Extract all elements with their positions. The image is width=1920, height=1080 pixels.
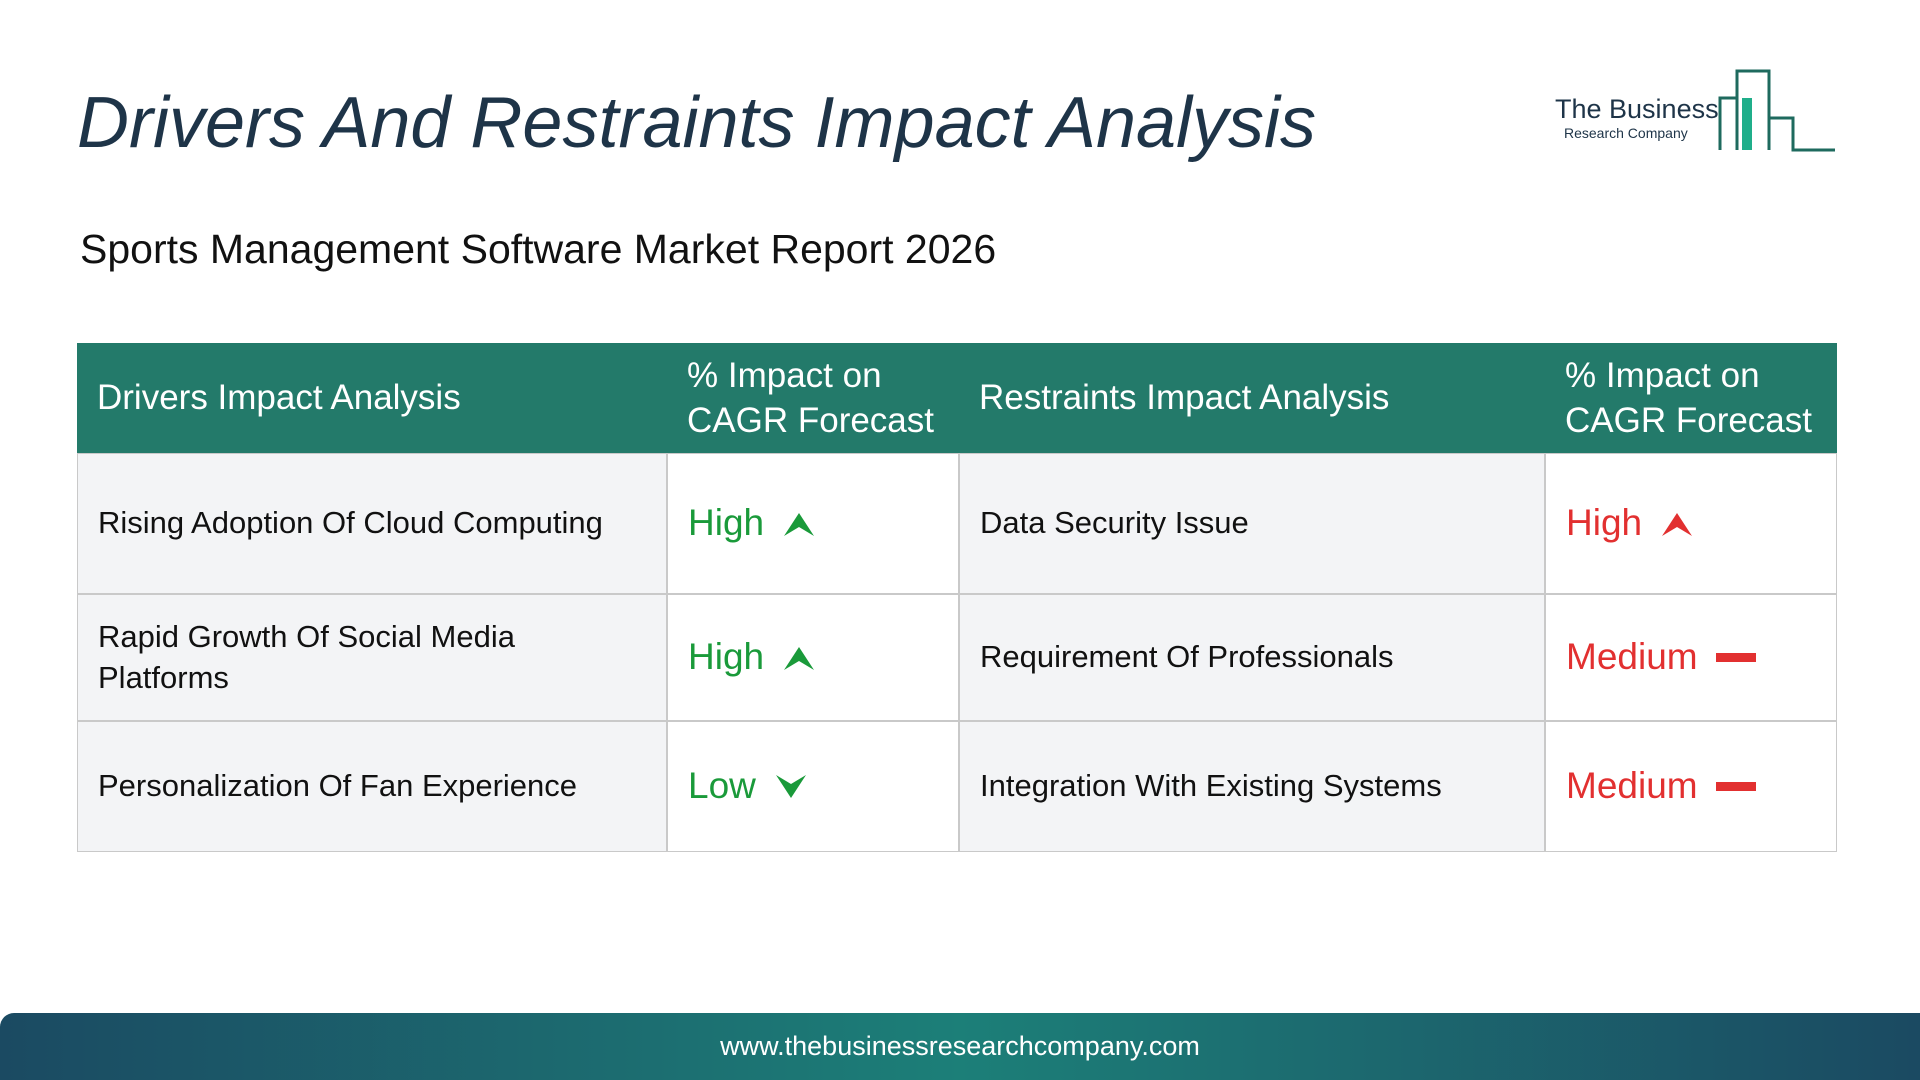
impact: Low — [688, 765, 756, 807]
logo: The Business Research Company — [1555, 69, 1835, 152]
logo-line1: The Business — [1555, 94, 1719, 124]
impact: High — [1566, 502, 1643, 544]
driver-cell: Rapid Growth Of Social Media Platforms — [77, 594, 667, 721]
impact-cell: Medium — [1545, 721, 1837, 852]
impact-cell: High — [1545, 453, 1837, 594]
restraint: Requirement Of Professionals — [980, 639, 1394, 675]
impact: Medium — [1566, 636, 1698, 678]
logo-bar — [1742, 98, 1752, 150]
driver-cell: Personalization Of Fan Experience — [77, 721, 667, 852]
logo-line2: Research Company — [1564, 125, 1688, 141]
logo-graphic — [1718, 69, 1835, 152]
header-cell: % Impact on CAGR Forecast — [1545, 343, 1837, 453]
dash — [1715, 652, 1756, 662]
impact: High — [688, 502, 765, 544]
impact-cell: High — [667, 453, 959, 594]
impact-cell: High — [667, 594, 959, 721]
footer-url[interactable]: www.thebusinessresearchcompany.com — [720, 1031, 1200, 1061]
header-cell: % Impact on CAGR Forecast — [667, 343, 959, 453]
restraint: Integration With Existing Systems — [980, 768, 1442, 804]
restraint: Data Security Issue — [980, 505, 1249, 541]
impact: High — [688, 636, 765, 678]
down-arrow — [775, 774, 806, 798]
up-arrow — [784, 646, 815, 670]
driver-cell: Rising Adoption Of Cloud Computing — [77, 453, 667, 594]
restraint-cell: Integration With Existing Systems — [959, 721, 1545, 852]
dash — [1715, 781, 1756, 791]
restraint-cell: Data Security Issue — [959, 453, 1545, 594]
restraint-cell: Requirement Of Professionals — [959, 594, 1545, 721]
title: Drivers And Restraints Impact Analysis — [77, 83, 1317, 163]
impact-cell: Medium — [1545, 594, 1837, 721]
up-arrow — [1662, 512, 1693, 536]
impact-cell: Low — [667, 721, 959, 852]
header-cell: Restraints Impact Analysis — [959, 343, 1545, 453]
subtitle: Sports Management Software Market Report… — [80, 226, 997, 272]
driver: Personalization Of Fan Experience — [98, 768, 578, 804]
driver: Rapid Growth Of Social Media Platforms — [98, 619, 515, 695]
header-cell: Drivers Impact Analysis — [77, 343, 667, 453]
up-arrow — [784, 512, 815, 536]
driver: Rising Adoption Of Cloud Computing — [98, 505, 603, 541]
footer: www.thebusinessresearchcompany.com — [0, 1013, 1920, 1080]
impact: Medium — [1566, 765, 1698, 807]
impact-table: Drivers Impact Analysis % Impact on CAGR… — [77, 343, 1837, 852]
